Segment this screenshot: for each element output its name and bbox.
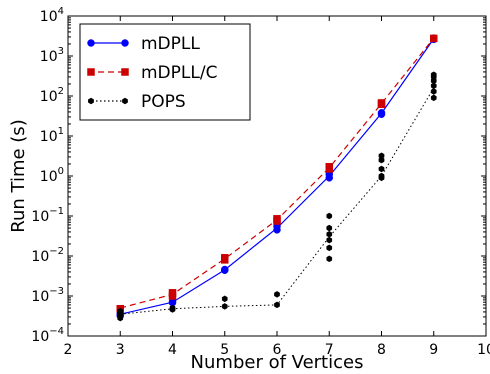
legend-marker: [87, 39, 95, 47]
y-tick-label: 102: [40, 86, 64, 105]
data-point: [378, 152, 385, 160]
data-point: [326, 212, 333, 220]
data-point: [221, 265, 229, 274]
y-tick-label: 100: [40, 166, 64, 185]
data-point: [430, 71, 437, 79]
legend-marker: [121, 39, 129, 47]
legend-entries: mDPLL mDPLL/C POPS: [87, 34, 217, 112]
data-point: [377, 99, 386, 107]
data-point: [169, 304, 176, 312]
legend-entry: mDPLL: [87, 34, 200, 54]
data-point: [325, 163, 333, 171]
legend: mDPLL mDPLL/C POPS: [79, 23, 251, 121]
x-axis-title: Number of Vertices: [191, 352, 364, 373]
data-point: [168, 289, 177, 297]
y-tick-label: 10−2: [31, 246, 64, 265]
data-point: [221, 254, 229, 262]
x-tick-label: 4: [168, 342, 177, 358]
data-point: [378, 172, 385, 180]
y-tick-label: 10−4: [31, 326, 64, 345]
data-point: [326, 224, 333, 232]
x-tick-labels: 2 3 4 5 6 7 8 9 10: [64, 342, 490, 358]
data-point: [273, 215, 281, 223]
y-axis-title: Run Time (s): [8, 119, 29, 232]
x-tick-label: 10: [477, 342, 490, 358]
x-axis: 2 3 4 5 6 7 8 9 10 Number of Vertices: [64, 342, 490, 373]
y-tick-label: 101: [40, 126, 64, 145]
y-tick-label: 10−1: [31, 206, 64, 225]
x-tick-label: 9: [429, 342, 438, 358]
legend-entry: POPS: [88, 92, 186, 112]
legend-entry: mDPLL/C: [87, 63, 217, 83]
data-point: [326, 230, 333, 238]
y-axis: 10−4 10−3 10−2 10−1 100 101 102 103 104 Run Time…: [8, 6, 64, 345]
legend-marker: [121, 68, 129, 76]
legend-marker: [122, 97, 128, 105]
y-tick-label: 103: [40, 46, 64, 65]
data-point: [326, 244, 333, 252]
x-tick-label: 3: [116, 342, 125, 358]
legend-marker: [88, 97, 94, 105]
x-tick-label: 7: [325, 342, 334, 358]
data-point: [326, 255, 333, 263]
x-tick-label: 5: [220, 342, 229, 358]
data-point: [274, 301, 280, 309]
x-tick-label: 8: [377, 342, 386, 358]
data-point: [326, 236, 333, 244]
data-point: [378, 156, 385, 164]
data-point: [221, 295, 228, 303]
data-point: [430, 88, 437, 95]
data-point: [274, 291, 280, 298]
axis-ticks: [67, 15, 487, 337]
x-tick-label: 2: [64, 342, 73, 358]
data-point: [221, 303, 228, 310]
data-point: [377, 109, 386, 117]
legend-label: mDPLL: [141, 34, 200, 54]
x-tick-label: 6: [273, 342, 282, 358]
y-tick-labels: 10−4 10−3 10−2 10−1 100 101 102 103 104: [31, 6, 64, 345]
legend-marker: [87, 68, 95, 76]
legend-label: mDPLL/C: [141, 63, 217, 83]
series-pops: [117, 71, 437, 322]
data-point: [430, 34, 438, 43]
legend-label: POPS: [141, 92, 186, 112]
y-tick-label: 10−3: [31, 286, 64, 305]
data-point: [430, 94, 437, 102]
data-point: [378, 165, 385, 173]
data-point: [117, 307, 124, 315]
data-point: [430, 82, 437, 90]
y-tick-label: 104: [40, 6, 64, 25]
series-layer: [116, 34, 438, 322]
